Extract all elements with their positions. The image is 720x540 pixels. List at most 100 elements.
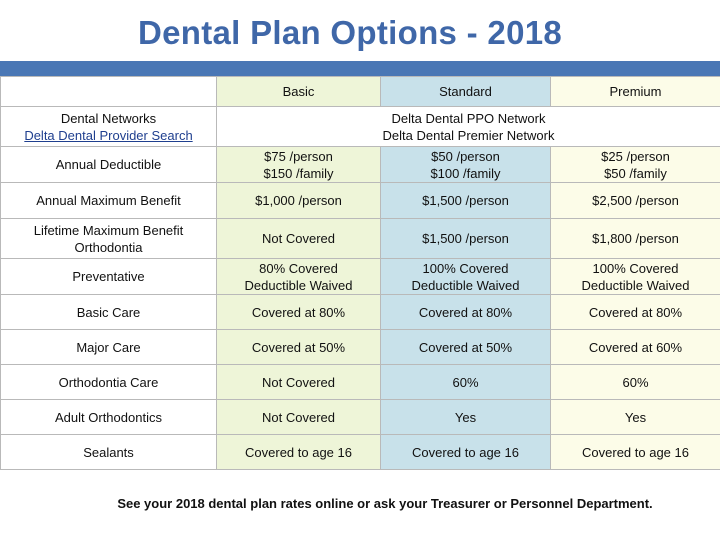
cell-text: Covered at 50% xyxy=(418,339,513,355)
cell-text: Deductible Waived xyxy=(411,277,520,293)
cell-text: $1,800 /person xyxy=(592,231,679,246)
premium-plan-cell: Covered at 60% xyxy=(550,329,720,365)
cell-text: Covered to age 16 xyxy=(245,444,352,460)
cell-text: Deductible Waived xyxy=(581,277,690,293)
basic-plan-cell: Covered to age 16 xyxy=(216,434,381,470)
cell-text: Not Covered xyxy=(262,374,335,390)
standard-plan-cell: Covered to age 16 xyxy=(380,434,551,470)
cell-text: Orthodontia xyxy=(74,239,143,255)
standard-plan-cell: Covered at 80% xyxy=(380,294,551,330)
table-row: Annual Maximum Benefit $1,000 /person $1,5… xyxy=(0,182,720,219)
row-label-cell: Major Care xyxy=(0,329,217,365)
cell-text: $75 /person xyxy=(264,148,333,164)
table-row: Basic Care Covered at 80% Covered at 80% Co… xyxy=(0,294,720,330)
cell-text: Covered at 80% xyxy=(418,304,513,320)
premium-plan-cell: Yes xyxy=(550,399,720,435)
networks-premier: Delta Dental Premier Network xyxy=(382,127,555,143)
basic-plan-cell: Covered at 80% xyxy=(216,294,381,330)
networks-value-cell: Delta Dental PPO Network Delta Dental Pr… xyxy=(216,106,720,147)
cell-text: Basic Care xyxy=(76,304,141,320)
standard-plan-cell: Yes xyxy=(380,399,551,435)
header-blank-cell xyxy=(0,76,217,107)
cell-text: $25 /person xyxy=(601,148,670,164)
table-row: Sealants Covered to age 16 Covered to age … xyxy=(0,434,720,470)
standard-plan-cell: $1,500 /person xyxy=(380,218,551,259)
column-header-premium: Premium xyxy=(550,76,720,107)
table-row: Lifetime Maximum Benefit Orthodontia Not C… xyxy=(0,218,720,259)
basic-plan-cell: $1,000 /person xyxy=(216,182,381,219)
networks-row: Dental Networks Delta Dental Provider Se… xyxy=(0,106,720,147)
networks-ppo: Delta Dental PPO Network xyxy=(391,110,546,126)
row-label-cell: Orthodontia Care xyxy=(0,364,217,400)
basic-plan-cell: $75 /person $150 /family xyxy=(216,146,381,183)
cell-text: Not Covered xyxy=(262,409,335,425)
cell-text: $1,000 /person xyxy=(255,193,342,208)
cell-text: $100 /family xyxy=(430,165,501,181)
cell-text: 100% Covered xyxy=(422,260,509,276)
row-label-cell: Preventative xyxy=(0,258,217,295)
premium-plan-cell: Covered at 80% xyxy=(550,294,720,330)
cell-text: Covered at 60% xyxy=(588,339,683,355)
provider-search-link[interactable]: Delta Dental Provider Search xyxy=(24,127,193,143)
row-label-cell: Basic Care xyxy=(0,294,217,330)
cell-text: 100% Covered xyxy=(592,260,679,276)
cell-text: 60% xyxy=(622,374,649,390)
cell-text: Covered at 50% xyxy=(251,339,346,355)
page-title: Dental Plan Options - 2018 xyxy=(137,14,563,51)
cell-text: Major Care xyxy=(76,339,141,355)
cell-text: Yes xyxy=(624,409,647,425)
table-row: Adult Orthodontics Not Covered Yes Yes xyxy=(0,399,720,435)
cell-text: Annual Maximum Benefit xyxy=(36,193,181,208)
table-row: Orthodontia Care Not Covered 60% 60% xyxy=(0,364,720,400)
cell-text: 80% Covered xyxy=(259,260,338,276)
column-header-basic: Basic xyxy=(216,76,381,107)
networks-label-cell: Dental Networks Delta Dental Provider Se… xyxy=(0,106,217,147)
premium-plan-cell: Covered to age 16 xyxy=(550,434,720,470)
basic-plan-cell: Covered at 50% xyxy=(216,329,381,365)
premium-plan-cell: 100% Covered Deductible Waived xyxy=(550,258,720,295)
cell-text: Adult Orthodontics xyxy=(55,409,162,425)
standard-plan-cell: Covered at 50% xyxy=(380,329,551,365)
basic-plan-cell: Not Covered xyxy=(216,364,381,400)
standard-plan-cell: 60% xyxy=(380,364,551,400)
premium-plan-cell: $2,500 /person xyxy=(550,182,720,219)
premium-plan-cell: $1,800 /person xyxy=(550,218,720,259)
title-divider-band xyxy=(0,61,720,76)
basic-plan-cell: 80% Covered Deductible Waived xyxy=(216,258,381,295)
standard-plan-cell: $1,500 /person xyxy=(380,182,551,219)
cell-text: Not Covered xyxy=(262,231,335,246)
basic-plan-cell: Not Covered xyxy=(216,399,381,435)
basic-plan-cell: Not Covered xyxy=(216,218,381,259)
cell-text: $50 /family xyxy=(604,165,667,181)
cell-text: Sealants xyxy=(83,444,134,460)
cell-text: Covered to age 16 xyxy=(412,444,519,460)
row-label-cell: Annual Deductible xyxy=(0,146,217,183)
premium-plan-cell: $25 /person $50 /family xyxy=(550,146,720,183)
cell-text: Covered at 80% xyxy=(588,304,683,320)
cell-text: Preventative xyxy=(72,269,145,284)
cell-text: Deductible Waived xyxy=(244,277,353,293)
cell-text: Yes xyxy=(454,409,477,425)
cell-text: $150 /family xyxy=(263,165,334,181)
table-row: Annual Deductible $75 /person $150 /family… xyxy=(0,146,720,183)
standard-plan-cell: 100% Covered Deductible Waived xyxy=(380,258,551,295)
row-label-cell: Annual Maximum Benefit xyxy=(0,182,217,219)
header-row: Basic Standard Premium xyxy=(0,76,720,107)
cell-text: $50 /person xyxy=(431,148,500,164)
cell-text: Covered at 80% xyxy=(251,304,346,320)
row-label-cell: Lifetime Maximum Benefit Orthodontia xyxy=(0,218,217,259)
footer-note: See your 2018 dental plan rates online o… xyxy=(117,496,653,511)
cell-text: Covered to age 16 xyxy=(582,444,689,460)
row-label-cell: Adult Orthodontics xyxy=(0,399,217,435)
table-row: Major Care Covered at 50% Covered at 50% Co… xyxy=(0,329,720,365)
cell-text: $1,500 /person xyxy=(422,231,509,246)
cell-text: $2,500 /person xyxy=(592,193,679,208)
cell-text: Annual Deductible xyxy=(55,157,162,172)
standard-plan-cell: $50 /person $100 /family xyxy=(380,146,551,183)
premium-plan-cell: 60% xyxy=(550,364,720,400)
dental-plan-table: Basic Standard Premium Dental Networks D… xyxy=(0,76,720,470)
row-label-cell: Sealants xyxy=(0,434,217,470)
networks-label: Dental Networks xyxy=(60,110,157,126)
table-row: Preventative 80% Covered Deductible Waived… xyxy=(0,258,720,295)
cell-text: Orthodontia Care xyxy=(58,374,159,390)
